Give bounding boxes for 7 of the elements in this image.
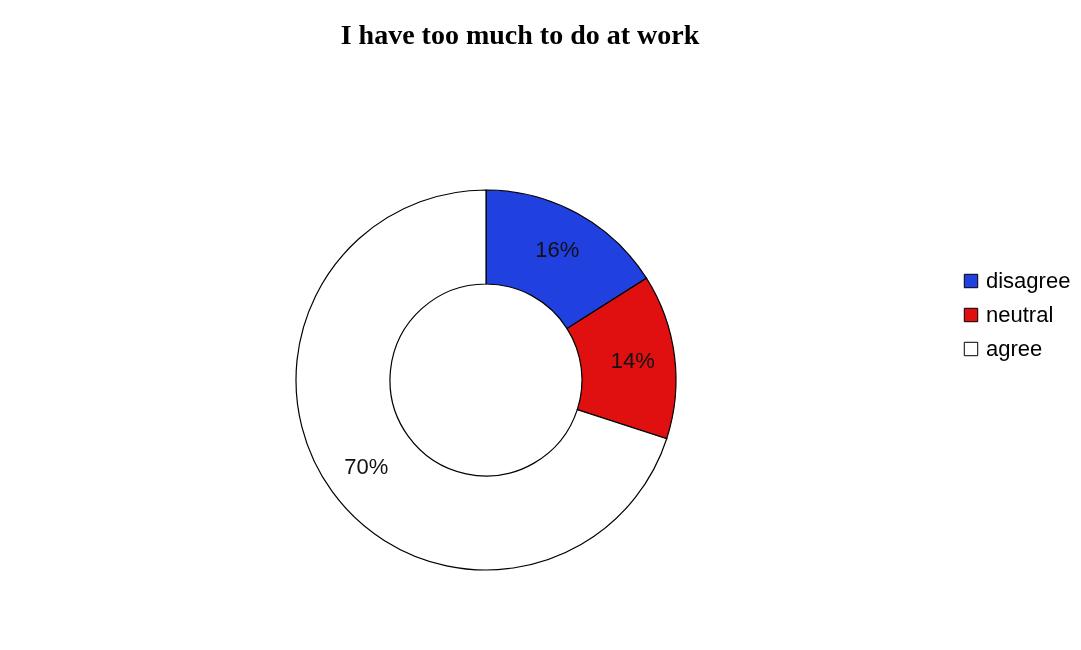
- legend-label: disagree: [986, 268, 1071, 293]
- legend-label: agree: [986, 336, 1043, 361]
- data-label: 14%: [610, 348, 655, 374]
- chart-title: I have too much to do at work: [340, 19, 700, 50]
- data-label: 16%: [535, 237, 580, 263]
- legend-label: neutral: [986, 302, 1054, 327]
- data-label: 70%: [344, 453, 389, 479]
